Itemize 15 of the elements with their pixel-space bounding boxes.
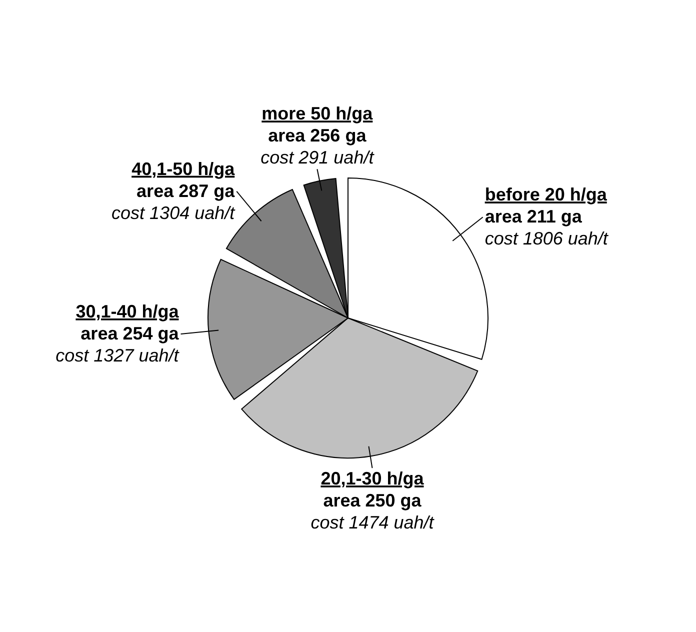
slice-label: 30,1-40 h/ga xyxy=(76,302,180,322)
text: area 250 ga xyxy=(323,490,422,511)
text: area 256 ga xyxy=(268,126,368,146)
text: cost 291 uah/t xyxy=(260,148,375,168)
text: area 254 ga xyxy=(80,324,180,344)
text: cost 1474 uah/t xyxy=(310,512,435,533)
text: cost 1806 uah/t xyxy=(484,228,609,249)
text: cost 1327 uah/t xyxy=(56,346,180,366)
slice-label: 40,1-50 h/ga xyxy=(132,158,236,179)
slice-label: more 50 h/ga xyxy=(262,104,374,124)
text: cost 1304 uah/t xyxy=(112,202,236,223)
text: area 211 ga xyxy=(484,206,583,227)
slice-label: before 20 h/ga xyxy=(484,184,608,205)
text: area 287 ga xyxy=(136,180,236,201)
slice-label: 20,1-30 h/ga xyxy=(320,468,425,489)
